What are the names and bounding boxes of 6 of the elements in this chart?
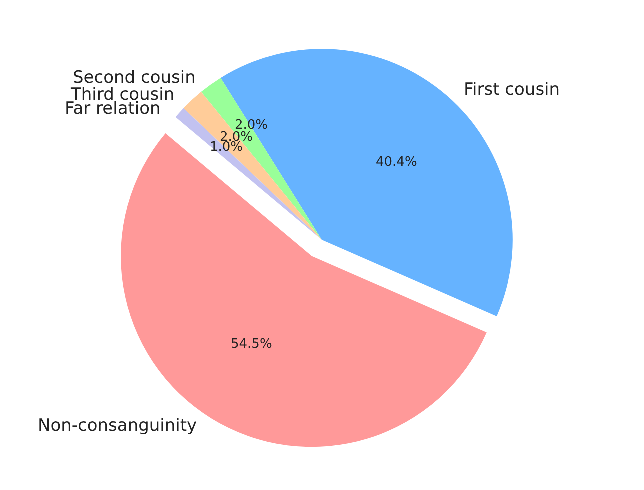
slice-label: Far relation	[65, 99, 161, 119]
data-label: 54.5%	[231, 337, 272, 352]
slice-label: First cousin	[464, 80, 560, 100]
data-label: 40.4%	[376, 155, 418, 170]
slice-label: Second cousin	[73, 68, 196, 88]
slice-label: Non-consanguinity	[38, 416, 198, 436]
